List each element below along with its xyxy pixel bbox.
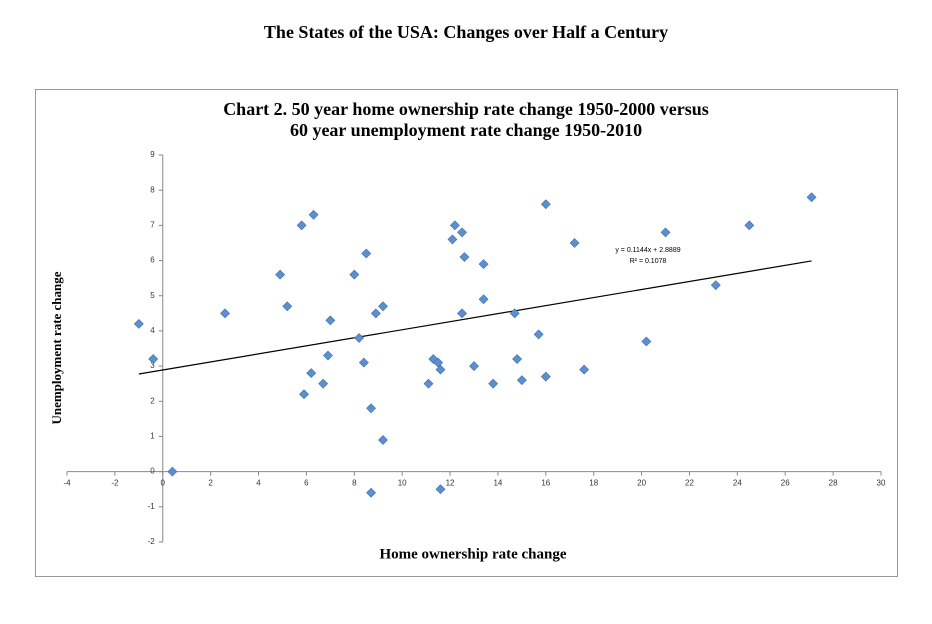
- point: [378, 301, 388, 312]
- x-tick-label: -2: [111, 479, 119, 488]
- chart-frame: [35, 89, 898, 577]
- point: [325, 315, 336, 326]
- point: [323, 350, 333, 361]
- x-tick-label: 30: [877, 479, 886, 488]
- point: [282, 301, 293, 312]
- point: [133, 318, 144, 329]
- point: [806, 192, 817, 203]
- x-tick-label: 4: [256, 479, 261, 488]
- y-tick-label: 6: [150, 256, 155, 265]
- point: [370, 308, 381, 319]
- x-tick-label: -4: [63, 479, 71, 488]
- point: [533, 329, 544, 340]
- point: [660, 227, 671, 238]
- y-tick-label: -2: [148, 537, 156, 546]
- y-tick-label: -1: [148, 502, 156, 511]
- point: [478, 259, 489, 269]
- x-tick-label: 16: [541, 479, 550, 488]
- point: [512, 354, 523, 364]
- point: [435, 484, 446, 495]
- x-tick-label: 20: [637, 479, 646, 488]
- trendline-equation: y = 0.1144x + 2.8889: [615, 247, 680, 254]
- y-tick-label: 7: [150, 220, 155, 229]
- point: [488, 378, 499, 389]
- point: [540, 371, 551, 382]
- point: [744, 220, 755, 231]
- y-tick-label: 9: [150, 150, 155, 159]
- point: [354, 333, 365, 343]
- trendline-r2: R² = 0.1078: [630, 258, 667, 265]
- point: [641, 336, 652, 347]
- point: [579, 364, 590, 375]
- chart-title: 60 year unemployment rate change 1950-20…: [290, 120, 642, 140]
- y-tick-label: 0: [150, 467, 155, 476]
- x-tick-label: 14: [493, 479, 502, 488]
- point: [469, 361, 479, 372]
- y-tick-label: 8: [150, 185, 155, 194]
- point: [306, 368, 317, 379]
- trendline: [138, 260, 812, 375]
- x-tick-label: 22: [685, 479, 694, 488]
- x-tick-label: 6: [304, 479, 309, 488]
- point: [509, 308, 520, 319]
- x-tick-label: 10: [398, 479, 407, 488]
- point: [478, 294, 489, 305]
- x-tick-label: 28: [829, 479, 838, 488]
- x-tick-label: 26: [781, 479, 790, 488]
- point: [296, 220, 307, 231]
- y-tick-label: 4: [150, 326, 155, 335]
- y-tick-label: 5: [150, 291, 155, 300]
- point: [516, 375, 527, 386]
- point: [378, 435, 388, 445]
- point: [167, 466, 178, 477]
- point: [318, 378, 329, 389]
- x-tick-label: 8: [352, 479, 357, 488]
- point: [457, 308, 467, 319]
- x-tick-label: 12: [446, 479, 455, 488]
- chart-title: Chart 2. 50 year home ownership rate cha…: [223, 99, 709, 119]
- y-tick-label: 3: [150, 361, 155, 370]
- point: [710, 280, 721, 291]
- point: [569, 238, 580, 248]
- point: [428, 354, 439, 364]
- point: [449, 220, 460, 231]
- y-tick-label: 1: [150, 432, 155, 441]
- y-axis-label: Unemployment rate change: [49, 271, 64, 424]
- point: [275, 269, 286, 280]
- point: [433, 357, 444, 368]
- x-tick-label: 18: [589, 479, 598, 488]
- x-axis-label: Home ownership rate change: [379, 546, 566, 562]
- y-tick-label: 2: [150, 396, 155, 405]
- x-tick-label: 2: [208, 479, 213, 488]
- point: [220, 308, 230, 319]
- point: [308, 209, 319, 220]
- point: [459, 252, 470, 262]
- point: [366, 487, 376, 498]
- point: [540, 199, 551, 210]
- point: [361, 248, 372, 259]
- page-title: The States of the USA: Changes over Half…: [264, 22, 668, 42]
- point: [423, 378, 434, 389]
- x-tick-label: 0: [161, 479, 166, 488]
- point: [457, 227, 467, 238]
- point: [447, 234, 458, 245]
- point: [435, 364, 446, 375]
- point: [349, 269, 360, 280]
- point: [366, 403, 376, 414]
- point: [358, 357, 369, 368]
- x-tick-label: 24: [733, 479, 742, 488]
- point: [299, 389, 309, 400]
- point: [148, 354, 159, 364]
